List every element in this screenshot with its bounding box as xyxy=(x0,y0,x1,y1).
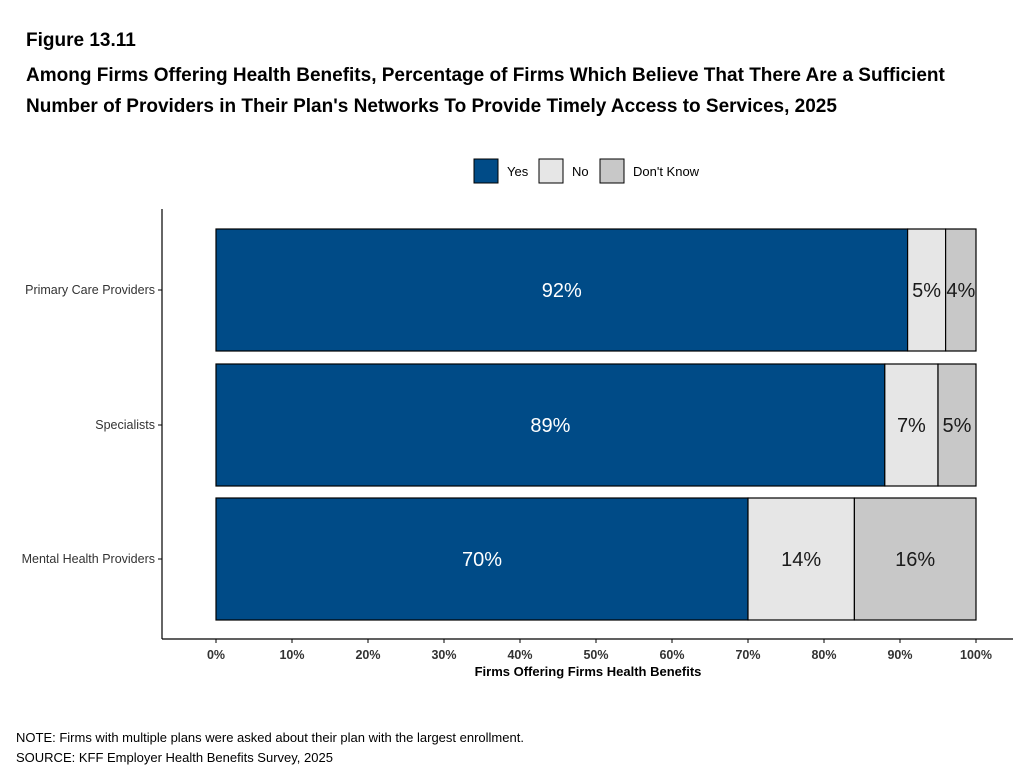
bar-segment xyxy=(215,497,749,621)
legend-label: No xyxy=(572,164,589,179)
bar-segment xyxy=(937,363,977,487)
data-label: 89% xyxy=(530,415,570,437)
x-tick-label: 20% xyxy=(355,648,380,662)
x-tick-label: 0% xyxy=(207,648,225,662)
data-label: 70% xyxy=(462,549,502,571)
chart-title: Among Firms Offering Health Benefits, Pe… xyxy=(26,65,945,117)
bar-segment xyxy=(944,228,977,352)
data-label: 14% xyxy=(781,549,821,571)
bar-segment xyxy=(906,228,947,352)
legend-label: Yes xyxy=(507,164,529,179)
data-label: 16% xyxy=(895,549,935,571)
data-label: 5% xyxy=(912,280,941,302)
data-label: 4% xyxy=(946,280,975,302)
x-tick-label: 10% xyxy=(279,648,304,662)
legend-swatch xyxy=(599,158,625,184)
x-tick-label: 90% xyxy=(887,648,912,662)
figure-label: Figure 13.11 xyxy=(26,30,136,51)
legend-swatch xyxy=(538,158,564,184)
data-label: 92% xyxy=(542,280,582,302)
x-tick-label: 70% xyxy=(735,648,760,662)
data-label: 5% xyxy=(943,415,972,437)
y-tick-label: Mental Health Providers xyxy=(22,552,155,566)
source-text: SOURCE: KFF Employer Health Benefits Sur… xyxy=(16,750,333,765)
y-tick-label: Primary Care Providers xyxy=(25,283,155,297)
data-label: 7% xyxy=(897,415,926,437)
bar-segment xyxy=(215,228,909,352)
x-axis-label: Firms Offering Firms Health Benefits xyxy=(475,664,702,679)
x-tick-label: 100% xyxy=(960,648,992,662)
x-tick-label: 50% xyxy=(583,648,608,662)
bar-segment xyxy=(747,497,856,621)
x-tick-label: 40% xyxy=(507,648,532,662)
x-tick-label: 30% xyxy=(431,648,456,662)
x-tick-label: 80% xyxy=(811,648,836,662)
y-tick-label: Specialists xyxy=(95,418,155,432)
bar-segment xyxy=(853,497,977,621)
note-text: NOTE: Firms with multiple plans were ask… xyxy=(16,730,524,745)
legend-label: Don't Know xyxy=(633,164,700,179)
legend-swatch xyxy=(473,158,499,184)
x-tick-label: 60% xyxy=(659,648,684,662)
